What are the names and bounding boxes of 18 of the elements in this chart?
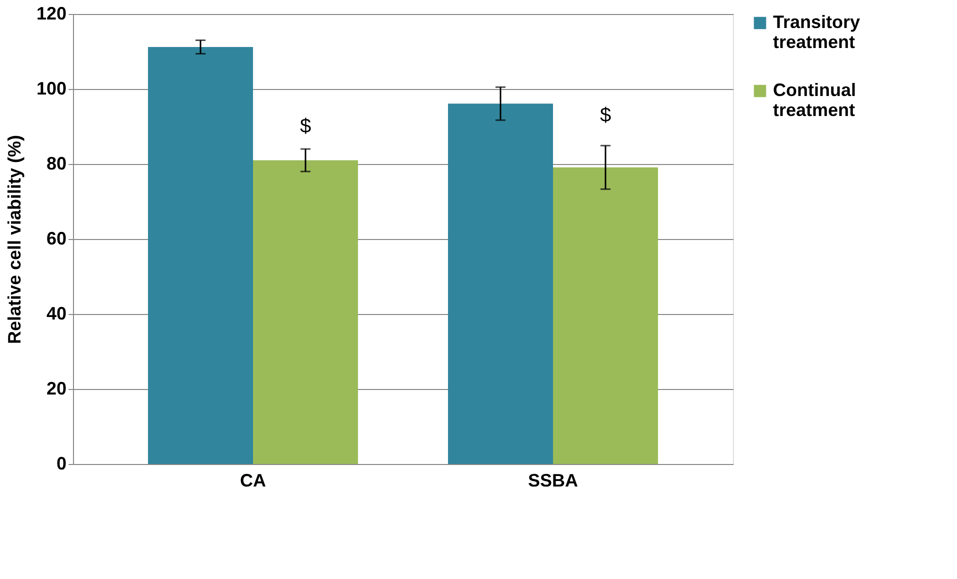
y-tick-label: 20 — [46, 378, 66, 398]
y-tick-label: 60 — [46, 228, 66, 248]
y-tick-label: 120 — [36, 4, 66, 24]
y-tick-label: 100 — [36, 78, 66, 98]
y-tick-label: 0 — [56, 454, 66, 474]
annotation: $ — [300, 116, 312, 138]
y-axis-title: Relative cell viability (%) — [4, 134, 24, 344]
x-tick-label: SSBA — [528, 470, 578, 490]
y-tick-label: 40 — [46, 304, 66, 324]
bar — [553, 167, 658, 464]
y-tick-label: 80 — [46, 154, 66, 174]
legend-label: Transitory treatment — [773, 12, 860, 52]
annotation: $ — [600, 104, 612, 126]
legend-label: Continual treatment — [773, 80, 856, 120]
bar — [148, 47, 253, 464]
x-tick-label: CA — [240, 470, 266, 490]
bar — [448, 104, 553, 464]
bar — [253, 160, 358, 464]
